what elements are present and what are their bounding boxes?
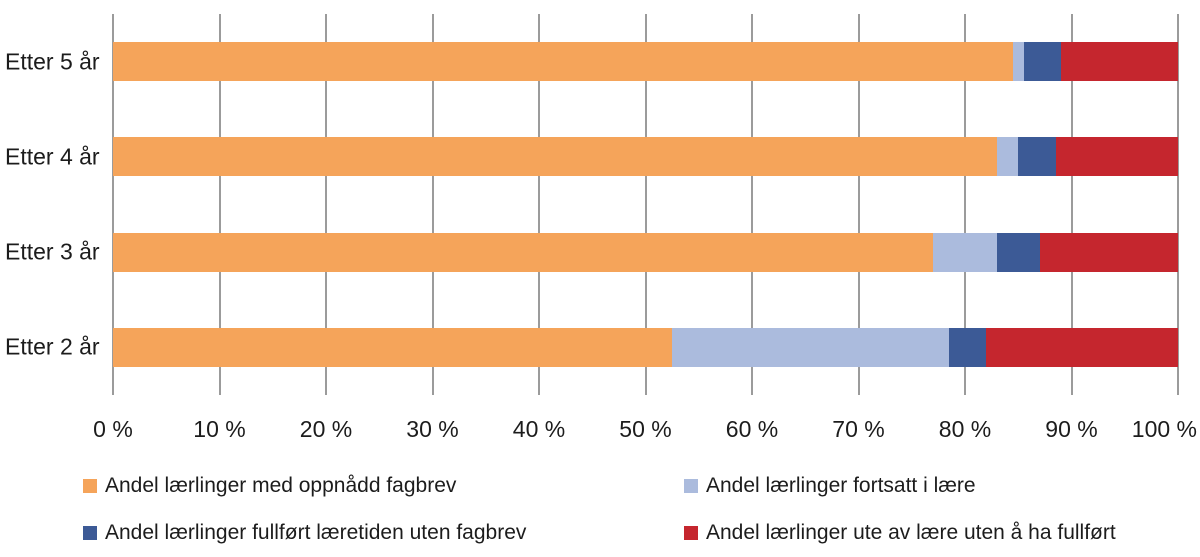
legend-item-fortsatt: Andel lærlinger fortsatt i lære <box>684 474 976 498</box>
bar-segment <box>1060 42 1178 82</box>
bar-row <box>113 327 1178 367</box>
gridline <box>964 14 966 395</box>
x-tick-label: 70 % <box>832 416 885 442</box>
bar-row <box>113 137 1178 177</box>
category-label: Etter 4 år <box>5 143 100 170</box>
plot-area <box>112 14 1179 395</box>
gridline <box>431 14 434 395</box>
bar-segment <box>113 137 997 177</box>
x-tick-label: 50 % <box>619 416 672 442</box>
bar-segment <box>996 137 1019 177</box>
bar-segment <box>113 42 1013 82</box>
bar-segment <box>113 232 934 272</box>
bar-segment <box>113 327 673 367</box>
x-tick-label: 100 % <box>1131 416 1197 442</box>
x-tick-label: 60 % <box>725 416 779 442</box>
legend-item-ute-av-laere: Andel lærlinger ute av lære uten å ha fu… <box>684 521 1116 545</box>
x-tick-label: 80 % <box>938 416 992 442</box>
gridline <box>644 14 647 395</box>
gridline <box>1070 14 1073 395</box>
legend-swatch-fagbrev <box>83 479 97 493</box>
legend-swatch-ute-av-laere <box>684 526 698 540</box>
x-tick-label: 40 % <box>512 416 566 442</box>
gridline <box>857 14 860 395</box>
gridline <box>538 14 540 395</box>
bar-segment <box>1012 42 1024 82</box>
bar-segment <box>1018 137 1056 177</box>
legend-label-fagbrev: Andel lærlinger med oppnådd fagbrev <box>105 474 457 497</box>
legend-label-fortsatt: Andel lærlinger fortsatt i lære <box>706 474 976 497</box>
legend-swatch-fortsatt <box>684 479 698 493</box>
bar-segment <box>933 232 997 272</box>
category-label: Etter 3 år <box>5 238 100 265</box>
gridline <box>112 14 114 395</box>
bar-segment <box>672 327 950 367</box>
gridline <box>751 14 753 395</box>
x-tick-label: 0 % <box>93 416 133 442</box>
bar-segment <box>1039 232 1178 272</box>
x-tick-label: 10 % <box>193 416 246 442</box>
gridline <box>218 14 221 395</box>
legend-swatch-fullfort-uten-fagbrev <box>83 526 97 540</box>
gridline <box>1177 14 1179 395</box>
bar-segment <box>949 327 987 367</box>
gridline <box>325 14 327 395</box>
category-label: Etter 2 år <box>5 333 100 360</box>
category-label: Etter 5 år <box>5 48 100 75</box>
legend-item-fullfort-uten-fagbrev: Andel lærlinger fullført læretiden uten … <box>83 521 526 545</box>
x-tick-label: 90 % <box>1045 416 1098 442</box>
x-tick-label: 20 % <box>299 416 353 442</box>
legend-label-ute-av-laere: Andel lærlinger ute av lære uten å ha fu… <box>706 521 1116 544</box>
legend-item-fagbrev: Andel lærlinger med oppnådd fagbrev <box>83 474 456 498</box>
legend-label-fullfort-uten-fagbrev: Andel lærlinger fullført læretiden uten … <box>105 521 527 544</box>
bar-row <box>113 232 1178 272</box>
bar-segment <box>1055 137 1178 177</box>
x-tick-label: 30 % <box>406 416 459 442</box>
bar-segment <box>996 232 1040 272</box>
bar-segment <box>986 327 1178 367</box>
bar-segment <box>1023 42 1061 82</box>
bar-row <box>113 42 1178 82</box>
